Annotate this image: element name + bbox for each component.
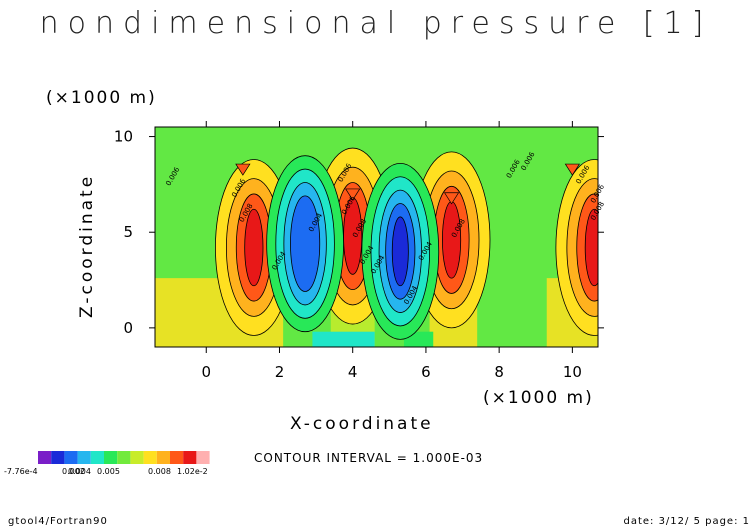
x-tick-label: 10: [563, 363, 582, 381]
contour-small-max: [443, 192, 460, 205]
contour-small-max: [235, 163, 251, 176]
legend-swatch: [183, 451, 197, 464]
x-axis-label: X-coordinate: [290, 414, 434, 434]
x-axis-unit: (×1000 m): [483, 388, 594, 408]
field-region: [312, 331, 375, 347]
legend-label: 0.005: [97, 467, 120, 476]
contour-small-max: [345, 188, 361, 201]
contour-min: [391, 216, 409, 287]
legend-label-min: -7.76e-4: [4, 467, 38, 476]
legend-swatch: [130, 451, 144, 464]
legend-swatch: [90, 451, 104, 464]
legend-swatch: [156, 451, 170, 464]
contour-max: [244, 208, 264, 287]
legend-label: 0.004: [68, 467, 91, 476]
footer-date-page: date: 3/12/ 5 page: 1: [623, 516, 750, 527]
contour-interval-text: CONTOUR INTERVAL = 1.000E-03: [254, 451, 484, 465]
y-tick-label: 10: [114, 128, 133, 146]
x-tick-label: 8: [494, 363, 504, 381]
x-tick-label: 0: [201, 363, 211, 381]
legend-swatch: [196, 451, 210, 464]
chart-title: nondimensional pressure [1]: [39, 6, 713, 41]
legend-swatch: [51, 451, 65, 464]
contour-max: [442, 201, 462, 279]
x-tick-label: 6: [421, 363, 431, 381]
legend-swatch: [77, 451, 91, 464]
x-tick-label: 4: [348, 363, 358, 381]
legend-swatch: [143, 451, 157, 464]
legend-swatch: [38, 451, 52, 464]
legend-swatch: [117, 451, 131, 464]
contour-min: [290, 195, 321, 292]
x-tick-label: 2: [275, 363, 285, 381]
legend-label: 0.002: [62, 467, 85, 476]
legend-label-max: 1.02e-2: [177, 467, 208, 476]
legend-swatch: [170, 451, 184, 464]
contour-max: [584, 208, 598, 287]
footer-program: gtool4/Fortran90: [8, 516, 108, 527]
contour-small-max: [564, 163, 581, 176]
y-axis-unit: (×1000 m): [46, 88, 157, 108]
legend-swatch: [104, 451, 118, 464]
y-tick-label: 0: [123, 319, 133, 337]
plot-frame: [154, 126, 599, 348]
y-tick-label: 5: [123, 223, 133, 241]
legend-label: 0.008: [148, 467, 171, 476]
legend-swatch: [64, 451, 78, 464]
